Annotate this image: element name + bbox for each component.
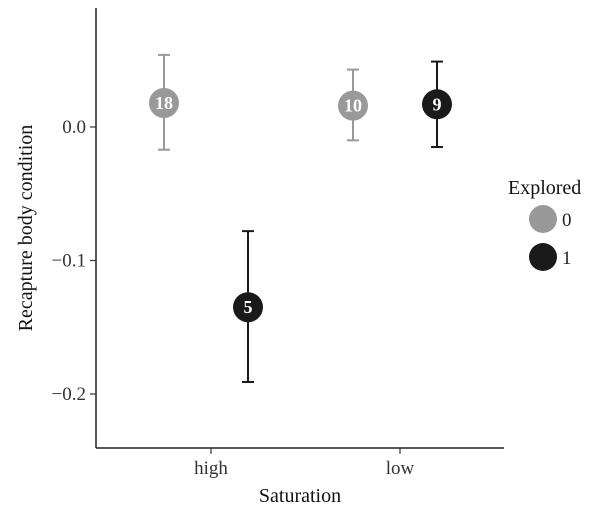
x-ticks: high low xyxy=(194,448,415,479)
y-ticks: 0.0 −0.1 −0.2 xyxy=(52,117,96,405)
point-count-label: 10 xyxy=(344,96,362,116)
data-point xyxy=(233,292,263,323)
y-tick-label: −0.2 xyxy=(52,384,86,405)
legend: Explored 0 1 xyxy=(508,177,581,271)
legend-key xyxy=(529,243,557,271)
legend-label: 1 xyxy=(562,248,572,269)
y-tick-label: −0.1 xyxy=(52,251,86,272)
x-axis-title: Saturation xyxy=(259,485,341,507)
point-count-label: 5 xyxy=(244,297,253,317)
legend-key xyxy=(529,205,557,233)
legend-title: Explored xyxy=(508,177,581,199)
axes xyxy=(95,8,504,449)
data-points: 18 10 5 9 xyxy=(149,87,452,323)
point-count-label: 9 xyxy=(433,94,442,114)
data-point xyxy=(422,89,452,120)
x-tick-label: high xyxy=(194,458,228,479)
x-tick-label: low xyxy=(386,458,415,479)
point-count-label: 18 xyxy=(155,93,173,113)
data-point xyxy=(338,90,368,121)
data-point xyxy=(149,87,179,118)
y-tick-label: 0.0 xyxy=(62,117,86,138)
y-axis-title: Recapture body condition xyxy=(15,125,37,332)
error-bars xyxy=(158,53,443,383)
legend-label: 0 xyxy=(562,210,572,231)
